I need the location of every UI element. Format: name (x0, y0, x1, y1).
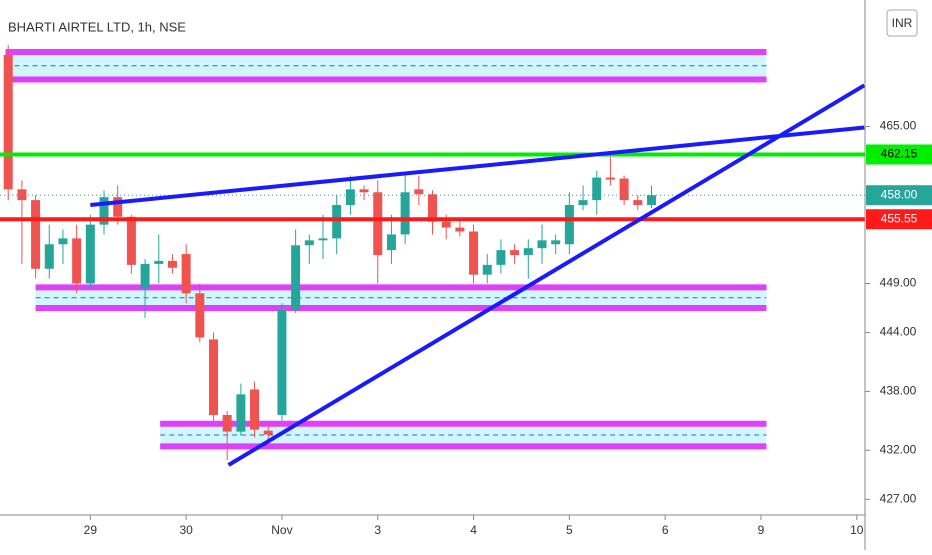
candle-body (263, 430, 273, 435)
price-label: 462.15 (881, 147, 918, 161)
candle-body (195, 293, 205, 338)
chart-title: BHARTI AIRTEL LTD, 1h, NSE (8, 19, 186, 34)
currency-box[interactable] (886, 9, 918, 37)
y-tick-label: 438.00 (880, 384, 917, 398)
price-label: 458.00 (881, 187, 918, 201)
candle-body (359, 189, 369, 193)
candle-body (154, 260, 164, 264)
candle-body (345, 189, 355, 206)
y-tick-label: 449.00 (880, 276, 917, 290)
price-label: 455.55 (881, 211, 918, 225)
candle-body (31, 200, 41, 269)
candle-body (58, 238, 68, 245)
y-tick-label: 427.00 (880, 491, 917, 505)
candle-body (441, 221, 451, 228)
candle-body (578, 200, 588, 206)
candle-body (72, 238, 82, 284)
candle-body (386, 234, 396, 251)
candle-body (167, 260, 177, 268)
candle-body (126, 216, 136, 265)
candle-body (236, 394, 246, 432)
y-tick-label: 465.00 (880, 119, 917, 133)
plot (0, 45, 866, 467)
candle-body (510, 250, 520, 256)
candle-body (551, 240, 561, 245)
x-tick-label: 10 (850, 523, 864, 537)
candle-body (400, 192, 410, 235)
candle-body (277, 309, 287, 415)
trend-line (227, 83, 866, 467)
x-tick-label: 3 (374, 523, 381, 537)
x-tick-label: Nov (271, 523, 292, 537)
y-tick-label: 432.00 (880, 442, 917, 456)
title-bg (4, 16, 194, 38)
candle-body (181, 254, 191, 294)
candle-body (633, 200, 643, 206)
candle-body (455, 227, 465, 232)
candle-body (482, 264, 492, 275)
candle-body (44, 244, 54, 269)
price-label-bg (866, 144, 932, 165)
x-tick-label: 29 (84, 523, 98, 537)
price-label-bg (866, 185, 932, 206)
candle-body (3, 54, 13, 190)
candle-body (523, 248, 533, 256)
x-tick-label: 6 (662, 523, 669, 537)
x-tick-label: 9 (758, 523, 765, 537)
candle-body (17, 189, 27, 201)
candle-body (332, 205, 342, 239)
candle-body (318, 238, 328, 241)
candle-body (209, 339, 219, 415)
candle-body (140, 263, 150, 289)
candle-body (537, 240, 547, 249)
candle-body (250, 389, 260, 430)
candle-body (646, 195, 656, 206)
candle-body (619, 178, 629, 201)
x-tick-label: 4 (470, 523, 477, 537)
zone (160, 423, 767, 447)
candle-body (304, 240, 314, 246)
zone (35, 287, 767, 309)
x-tick-label: 5 (566, 523, 573, 537)
candle-body (592, 177, 602, 201)
candle-body (428, 194, 437, 222)
candle-body (291, 245, 301, 310)
candle-body (113, 197, 123, 217)
candle-body (564, 205, 574, 245)
candle-body (373, 192, 383, 256)
trend-line (90, 125, 865, 208)
candle-body (99, 197, 109, 225)
price-label-bg (866, 209, 932, 230)
candle-body (414, 189, 424, 195)
candle-body (605, 177, 615, 180)
candle-body (85, 224, 95, 284)
candle-body (496, 250, 506, 265)
x-tick-label: 30 (179, 523, 193, 537)
candle-body (222, 414, 232, 432)
currency[interactable]: INR (892, 16, 913, 30)
candle-body (469, 231, 479, 275)
y-tick-label: 444.00 (880, 325, 917, 339)
